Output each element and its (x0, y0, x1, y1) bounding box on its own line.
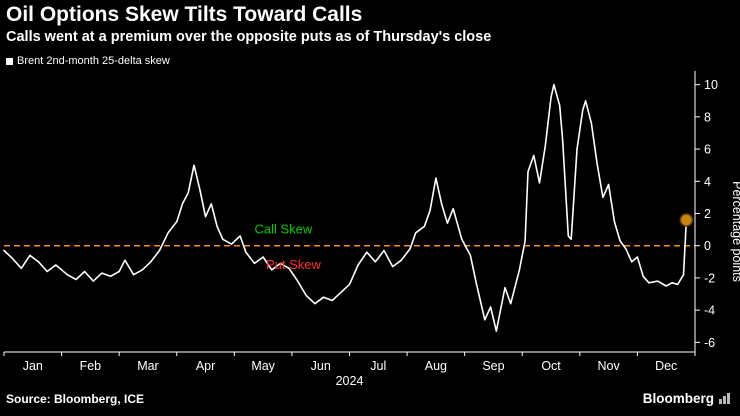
footer: Source: Bloomberg, ICE Bloomberg (0, 385, 740, 406)
y-axis-tick-label: -4 (704, 304, 715, 318)
y-axis-tick-label: -6 (704, 336, 715, 350)
x-axis-month-label: May (251, 359, 275, 373)
x-axis-month-label: Nov (598, 359, 621, 373)
y-axis-tick-label: 2 (704, 207, 711, 221)
bloomberg-wordmark: Bloomberg (642, 391, 714, 407)
y-axis-tick-label: 0 (704, 240, 711, 254)
skew-line-series (3, 84, 688, 333)
x-axis-year-label: 2024 (336, 374, 364, 385)
legend-swatch-icon (6, 57, 13, 65)
y-axis-title: Percentage points (730, 182, 740, 283)
y-axis-tick-label: -2 (704, 272, 715, 286)
y-axis-tick-label: 4 (704, 175, 711, 189)
annotation-call-skew: Call Skew (254, 222, 312, 237)
y-axis-tick-label: 6 (704, 143, 711, 157)
annotation-put-skew: Put Skew (266, 258, 322, 273)
x-axis-month-label: Jul (370, 359, 386, 373)
y-axis-tick-label: 8 (704, 111, 711, 125)
x-axis-month-label: Jan (23, 359, 43, 373)
x-axis-month-label: Feb (80, 359, 102, 373)
bloomberg-chart-icon (719, 393, 730, 405)
latest-value-marker (679, 213, 694, 228)
x-axis-month-label: Jun (311, 359, 331, 373)
x-axis-month-label: Apr (196, 359, 215, 373)
x-axis-month-label: Dec (655, 359, 677, 373)
chart-legend: Brent 2nd-month 25-delta skew (0, 46, 740, 67)
x-axis-month-label: Mar (137, 359, 159, 373)
skew-chart: 10 8 6 4 2 0 -2 -4 -6 Jan Feb Mar Apr May Jun Jul Aug Sep… (3, 71, 740, 385)
x-axis-month-label: Oct (541, 359, 561, 373)
y-axis-tick-label: 10 (704, 79, 718, 93)
bloomberg-logo: Bloomberg (643, 391, 730, 406)
page-subtitle: Calls went at a premium over the opposit… (6, 29, 492, 46)
source-credit: Source: Bloomberg, ICE (6, 391, 145, 406)
legend-label: Brent 2nd-month 25-delta skew (17, 55, 170, 68)
x-axis-month-label: Sep (482, 359, 504, 373)
x-axis-month-label: Aug (425, 359, 447, 373)
page-title: Oil Options Skew Tilts Toward Calls (6, 3, 363, 26)
